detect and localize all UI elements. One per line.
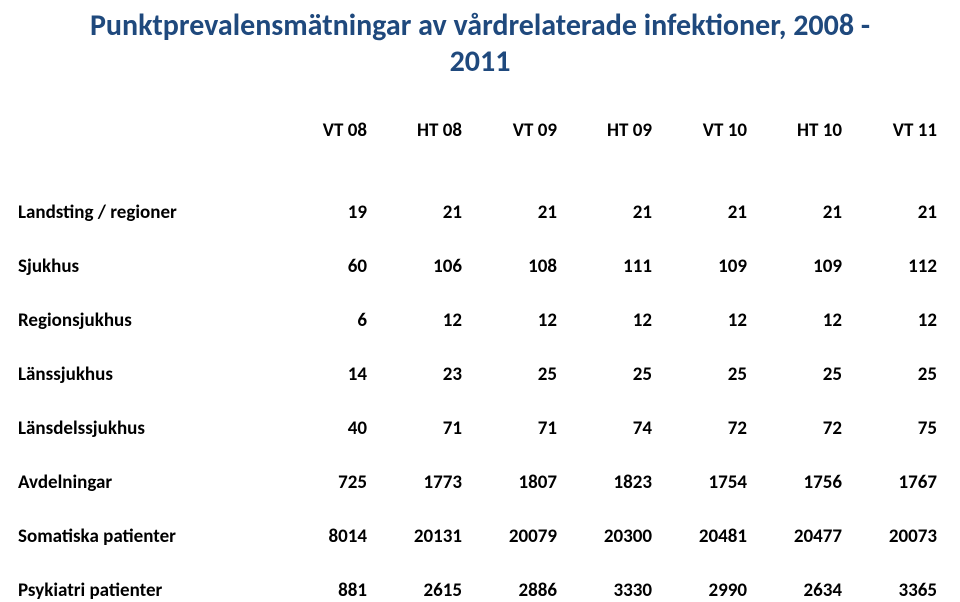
- col-header: VT 09: [468, 114, 563, 142]
- cell: 71: [373, 386, 468, 440]
- table-row: Somatiska patienter 8014 20131 20079 203…: [18, 494, 943, 548]
- cell: 21: [753, 170, 848, 224]
- col-header: HT 09: [563, 114, 658, 142]
- cell: 12: [658, 278, 753, 332]
- cell: 12: [563, 278, 658, 332]
- cell: 1807: [468, 440, 563, 494]
- cell: 25: [753, 332, 848, 386]
- cell: 12: [848, 278, 943, 332]
- page-title: Punktprevalensmätningar av vårdrelaterad…: [18, 8, 942, 80]
- cell: 21: [468, 170, 563, 224]
- cell: 25: [848, 332, 943, 386]
- cell: 23: [373, 332, 468, 386]
- cell: 25: [468, 332, 563, 386]
- cell: 1756: [753, 440, 848, 494]
- cell: 6: [278, 278, 373, 332]
- cell: 20481: [658, 494, 753, 548]
- cell: 71: [468, 386, 563, 440]
- cell: 19: [278, 170, 373, 224]
- col-header: VT 11: [848, 114, 943, 142]
- header-blank: [18, 114, 278, 142]
- cell: 12: [753, 278, 848, 332]
- title-line-1: Punktprevalensmätningar av vårdrelaterad…: [90, 7, 870, 44]
- table-row: Länsdelssjukhus 40 71 71 74 72 72 75: [18, 386, 943, 440]
- cell: 25: [658, 332, 753, 386]
- cell: 25: [563, 332, 658, 386]
- row-label: Sjukhus: [18, 224, 278, 278]
- cell: 111: [563, 224, 658, 278]
- cell: 106: [373, 224, 468, 278]
- cell: 12: [468, 278, 563, 332]
- row-label: Avdelningar: [18, 440, 278, 494]
- table-row: Länssjukhus 14 23 25 25 25 25 25: [18, 332, 943, 386]
- cell: 74: [563, 386, 658, 440]
- cell: 1773: [373, 440, 468, 494]
- cell: 21: [563, 170, 658, 224]
- cell: 20477: [753, 494, 848, 548]
- table-row: Avdelningar 725 1773 1807 1823 1754 1756…: [18, 440, 943, 494]
- row-label: Länssjukhus: [18, 332, 278, 386]
- cell: 20073: [848, 494, 943, 548]
- table-header-row: VT 08 HT 08 VT 09 HT 09 VT 10 HT 10 VT 1…: [18, 114, 943, 142]
- row-label: Regionsjukhus: [18, 278, 278, 332]
- cell: 20131: [373, 494, 468, 548]
- cell: 1767: [848, 440, 943, 494]
- col-header: HT 10: [753, 114, 848, 142]
- row-label: Landsting / regioner: [18, 170, 278, 224]
- cell: 20079: [468, 494, 563, 548]
- cell: 20300: [563, 494, 658, 548]
- row-label: Länsdelssjukhus: [18, 386, 278, 440]
- col-header: HT 08: [373, 114, 468, 142]
- cell: 72: [658, 386, 753, 440]
- cell: 21: [658, 170, 753, 224]
- cell: 109: [658, 224, 753, 278]
- cell: 12: [373, 278, 468, 332]
- cell: 21: [848, 170, 943, 224]
- col-header: VT 08: [278, 114, 373, 142]
- cell: 14: [278, 332, 373, 386]
- cell: 21: [373, 170, 468, 224]
- col-header: VT 10: [658, 114, 753, 142]
- table-row: Regionsjukhus 6 12 12 12 12 12 12: [18, 278, 943, 332]
- cell: 60: [278, 224, 373, 278]
- table-body: Landsting / regioner 19 21 21 21 21 21 2…: [18, 170, 943, 602]
- cell: 1754: [658, 440, 753, 494]
- cell: 75: [848, 386, 943, 440]
- slide-page: Punktprevalensmätningar av vårdrelaterad…: [0, 0, 960, 594]
- cell: 72: [753, 386, 848, 440]
- cell: 109: [753, 224, 848, 278]
- title-line-2: 2011: [450, 43, 511, 80]
- cell: 8014: [278, 494, 373, 548]
- cell: 108: [468, 224, 563, 278]
- row-label: Somatiska patienter: [18, 494, 278, 548]
- cell: 112: [848, 224, 943, 278]
- table-row: Landsting / regioner 19 21 21 21 21 21 2…: [18, 170, 943, 224]
- cell: 725: [278, 440, 373, 494]
- table-row: Sjukhus 60 106 108 111 109 109 112: [18, 224, 943, 278]
- data-table: VT 08 HT 08 VT 09 HT 09 VT 10 HT 10 VT 1…: [18, 114, 943, 602]
- cell: 40: [278, 386, 373, 440]
- cell: 1823: [563, 440, 658, 494]
